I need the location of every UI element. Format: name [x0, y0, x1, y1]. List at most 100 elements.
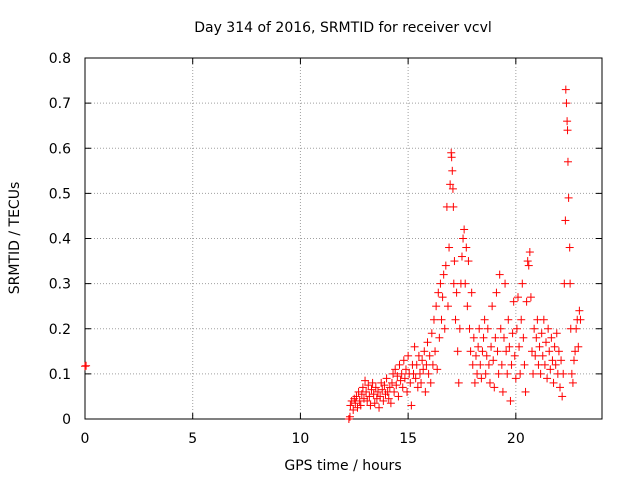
data-point	[488, 302, 497, 311]
data-point	[465, 324, 474, 333]
data-point	[493, 347, 502, 356]
data-point	[415, 369, 424, 378]
axis-ticks: 0 0.1 0.2 0.3 0.4 0.5 0.6 0.7 0.8 0 5 10 15 20	[49, 51, 602, 447]
x-tick-label: 15	[399, 431, 417, 447]
data-point	[357, 390, 366, 399]
data-point	[565, 243, 574, 252]
data-point	[417, 378, 426, 387]
data-point	[471, 351, 480, 360]
y-tick-label: 0	[62, 412, 71, 428]
data-point	[399, 356, 408, 365]
data-point	[426, 378, 435, 387]
data-point	[568, 378, 577, 387]
data-point	[489, 356, 498, 365]
data-point	[543, 374, 552, 383]
data-point	[440, 324, 449, 333]
data-point	[82, 361, 91, 370]
data-point	[349, 405, 358, 414]
data-point	[535, 342, 544, 351]
data-point	[448, 184, 457, 193]
data-point	[515, 342, 524, 351]
data-point	[492, 288, 501, 297]
data-point	[546, 365, 555, 374]
y-tick-label: 0.7	[49, 96, 71, 112]
data-point	[531, 351, 540, 360]
data-point	[530, 324, 539, 333]
data-point	[563, 117, 572, 126]
data-point	[379, 396, 388, 405]
data-point	[449, 202, 458, 211]
data-point	[491, 333, 500, 342]
data-point	[567, 369, 576, 378]
data-point	[384, 394, 393, 403]
data-point	[423, 338, 432, 347]
data-point	[483, 324, 492, 333]
data-point	[370, 399, 379, 408]
data-point	[437, 315, 446, 324]
data-point	[562, 99, 571, 108]
data-point	[461, 279, 470, 288]
data-points	[81, 85, 585, 423]
data-point	[507, 360, 516, 369]
data-point	[366, 401, 375, 410]
y-tick-label: 0.2	[49, 322, 71, 338]
data-point	[541, 338, 550, 347]
data-point	[476, 360, 485, 369]
data-point	[459, 234, 468, 243]
data-point	[571, 347, 580, 356]
data-point	[498, 387, 507, 396]
data-point	[513, 293, 522, 302]
data-point	[559, 369, 568, 378]
data-point	[561, 216, 570, 225]
y-tick-label: 0.4	[49, 232, 71, 248]
data-point	[469, 333, 478, 342]
data-point	[346, 401, 355, 410]
data-point	[510, 351, 519, 360]
data-point	[446, 180, 455, 189]
data-point	[575, 306, 584, 315]
data-point	[404, 351, 413, 360]
data-point	[549, 378, 558, 387]
data-point	[484, 360, 493, 369]
data-point	[368, 378, 377, 387]
data-point	[387, 378, 396, 387]
data-point	[447, 153, 456, 162]
data-point	[443, 302, 452, 311]
data-point	[403, 387, 412, 396]
data-point	[378, 385, 387, 394]
data-point	[414, 351, 423, 360]
data-point	[451, 315, 460, 324]
data-point	[452, 288, 461, 297]
data-point	[551, 360, 560, 369]
data-point	[455, 324, 464, 333]
data-point	[453, 347, 462, 356]
data-point	[561, 85, 570, 94]
data-point	[517, 315, 526, 324]
data-point	[365, 392, 374, 401]
data-point	[564, 193, 573, 202]
data-point	[532, 333, 541, 342]
y-tick-label: 0.6	[49, 141, 71, 157]
data-point	[552, 329, 561, 338]
data-point	[521, 387, 530, 396]
data-point	[478, 347, 487, 356]
data-point	[427, 329, 436, 338]
data-point	[548, 356, 557, 365]
data-point	[429, 315, 438, 324]
data-point	[448, 166, 457, 175]
data-point	[503, 369, 512, 378]
data-point	[421, 387, 430, 396]
data-point	[445, 243, 454, 252]
data-point	[550, 342, 559, 351]
data-point	[523, 257, 532, 266]
data-point	[460, 225, 469, 234]
x-tick-label: 20	[507, 431, 525, 447]
data-point	[380, 381, 389, 390]
data-point	[576, 315, 585, 324]
data-point	[351, 399, 360, 408]
data-point	[538, 351, 547, 360]
data-point	[457, 252, 466, 261]
data-point	[385, 383, 394, 392]
data-point	[395, 360, 404, 369]
